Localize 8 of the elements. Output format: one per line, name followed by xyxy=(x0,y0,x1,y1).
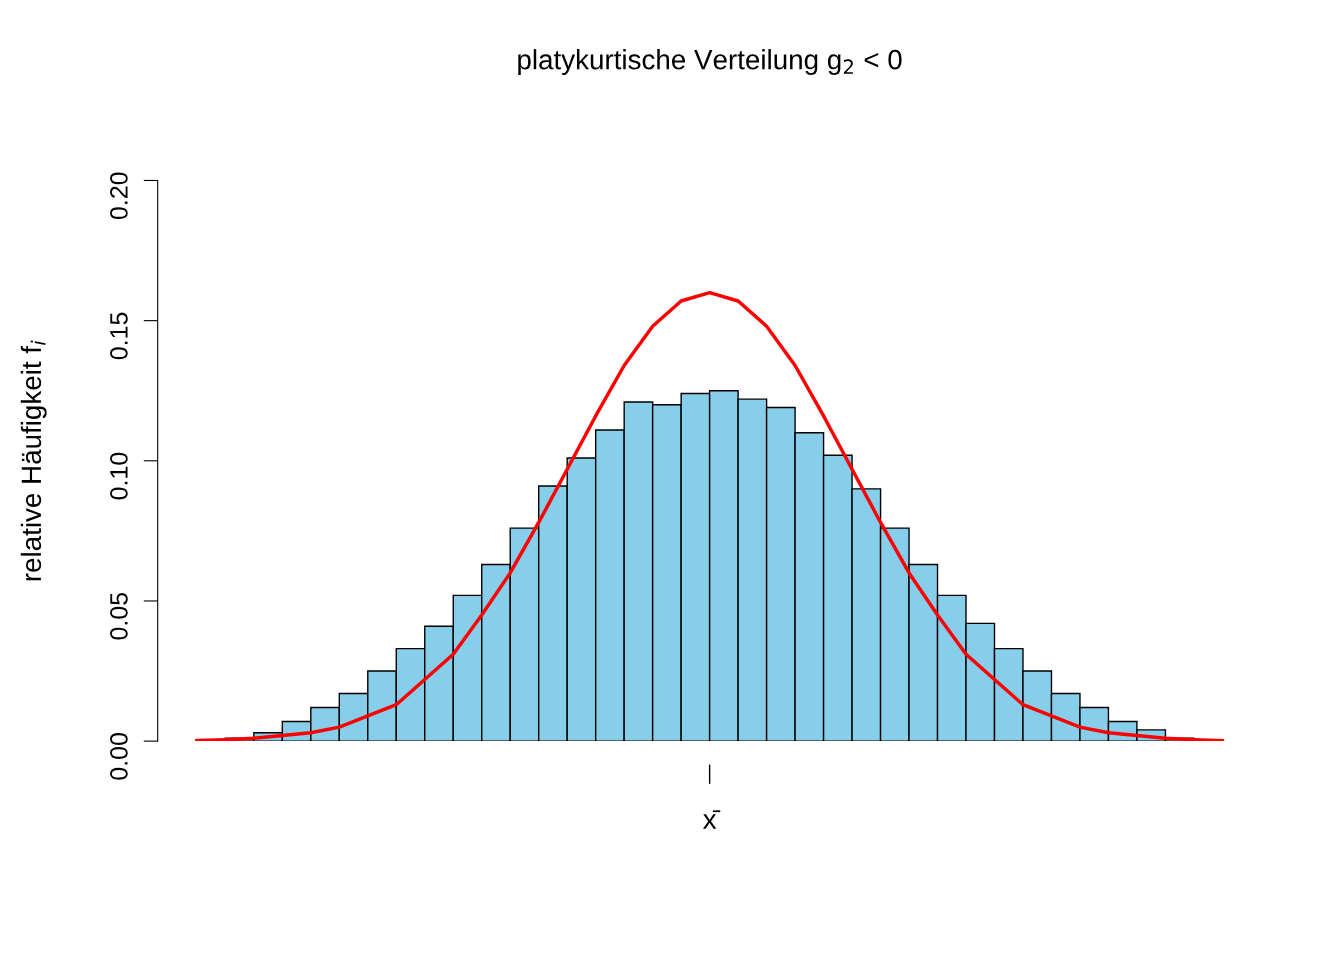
text: x̄ xyxy=(703,810,721,829)
y-tick-label: 0.05 xyxy=(110,592,128,640)
y-tick-label: 0.20 xyxy=(110,172,128,220)
y-tick-label: 0.15 xyxy=(110,312,128,360)
chart-title: platykurtische Verteilung g$_{2}$ < 0 xyxy=(518,49,902,75)
y-tick-label: 0.10 xyxy=(110,452,128,500)
y-axis-title: relative Häufigkeit f$_{i}$ xyxy=(20,340,47,581)
y-tick-label: 0.00 xyxy=(110,733,128,780)
